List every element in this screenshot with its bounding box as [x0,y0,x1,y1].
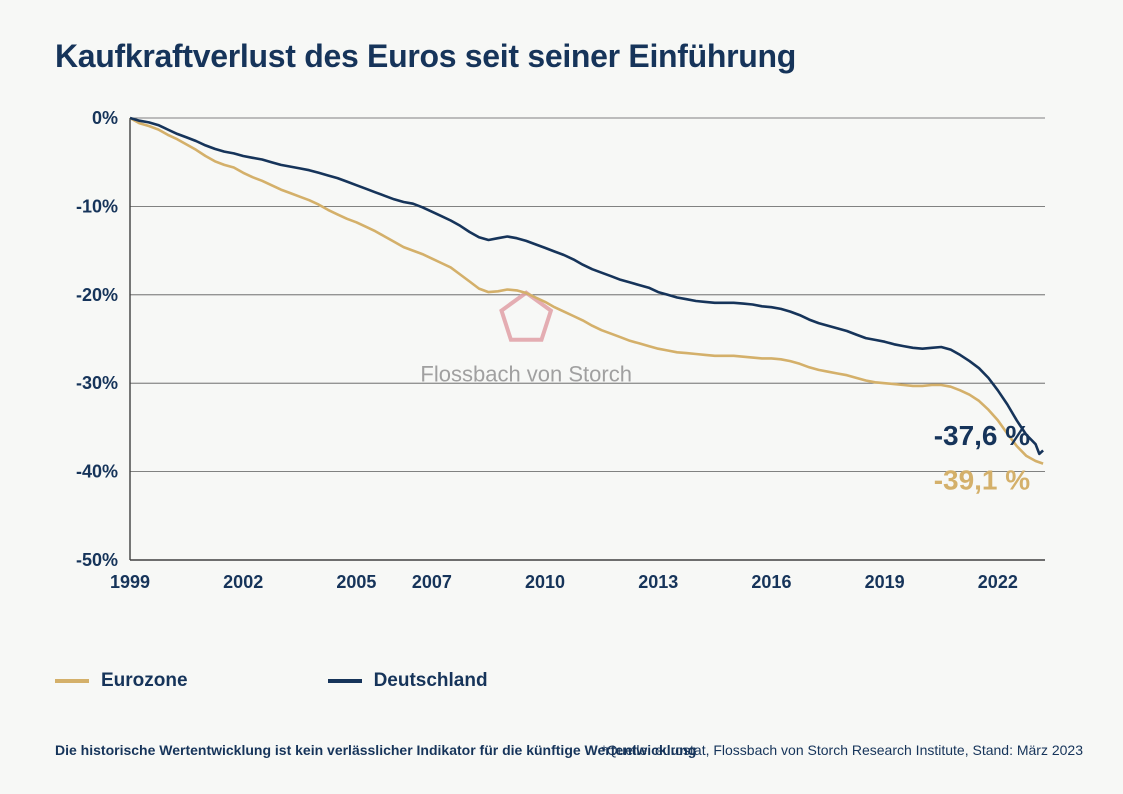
legend-swatch-eurozone [55,679,89,683]
line-chart: 0% -10% -20% -30% -40% -50%1999 2002 2005 2007 20… [55,100,1085,660]
svg-text:-30%: -30% [76,373,118,393]
disclaimer-text: Die historische Wertentwicklung ist kein… [55,742,696,758]
svg-text:-20%: -20% [76,285,118,305]
series-line-eurozone [130,118,1043,464]
legend-swatch-deutschland [328,679,362,683]
svg-text:-10%: -10% [76,196,118,216]
legend-item-eurozone: Eurozone [55,670,188,692]
svg-text:2013: 2013 [638,572,678,592]
svg-text:2010: 2010 [525,572,565,592]
svg-text:-50%: -50% [76,550,118,570]
series-line-deutschland [130,118,1043,454]
svg-text:-40%: -40% [76,462,118,482]
source-text: *Quelle: eurostat, Flossbach von Storch … [601,742,1083,758]
end-value-eurozone: -39,1 % [934,464,1031,495]
legend-label-eurozone: Eurozone [101,670,188,692]
svg-text:1999: 1999 [110,572,150,592]
chart-title: Kaufkraftverlust des Euros seit seiner E… [55,38,796,75]
svg-text:2005: 2005 [336,572,376,592]
svg-text:2019: 2019 [865,572,905,592]
svg-text:2002: 2002 [223,572,263,592]
legend-item-deutschland: Deutschland [328,670,488,692]
end-value-deutschland: -37,6 % [934,420,1031,451]
watermark-text: Flossbach von Storch [420,361,632,386]
svg-text:0%: 0% [92,108,118,128]
svg-text:2007: 2007 [412,572,452,592]
svg-text:2022: 2022 [978,572,1018,592]
legend-label-deutschland: Deutschland [374,670,488,692]
legend: Eurozone Deutschland [55,670,488,692]
svg-text:2016: 2016 [751,572,791,592]
